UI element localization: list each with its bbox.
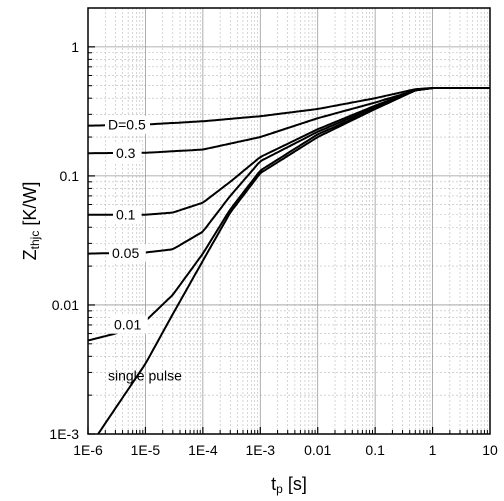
y-tick-label: 0.1 (60, 168, 80, 184)
x-tick-label: 0.1 (365, 442, 385, 458)
y-axis-title: Zthjc [K/W] (20, 182, 42, 261)
y-axis-title-main: Z (20, 249, 40, 260)
x-axis-title-sub: p (276, 482, 283, 496)
curve-label-backing (111, 315, 148, 334)
x-tick-label: 1E-5 (131, 442, 161, 458)
curve-label: single pulse (108, 368, 182, 384)
curve-label-backing (113, 205, 142, 224)
y-tick-labels: 1E-3 0.01 0.1 1 (49, 39, 79, 442)
x-tick-label: 0.01 (304, 442, 331, 458)
y-axis-title-unit: [K/W] (20, 182, 40, 231)
x-axis-title-main: t (271, 474, 276, 494)
curve-label-backing (109, 243, 146, 262)
curve-label-backing (105, 115, 150, 134)
curve-label: 0.01 (114, 317, 141, 333)
y-tick-label: 0.01 (52, 297, 79, 313)
x-axis-title: tp [s] (271, 474, 307, 496)
x-tick-labels: 1E-6 1E-5 1E-4 1E-3 0.01 0.1 1 10 (73, 442, 498, 458)
curve-label: D=0.5 (108, 117, 146, 133)
y-tick-label: 1 (71, 39, 79, 55)
x-tick-label: 1 (429, 442, 437, 458)
curve-label: 0.05 (112, 245, 139, 261)
curve-line (97, 86, 490, 435)
tick-marks (87, 7, 488, 435)
curve-label: 0.3 (116, 145, 136, 161)
x-axis-title-unit: [s] (283, 474, 307, 494)
plot-frame (87, 7, 491, 435)
x-tick-label: 1E-4 (188, 442, 218, 458)
curves (87, 86, 490, 435)
curve-labels: D=0.5 0.3 0.1 0.05 0.01 single pulse (105, 115, 182, 384)
curve-label-backing (113, 143, 142, 162)
x-tick-label: 1E-6 (73, 442, 103, 458)
minor-grid (88, 7, 490, 434)
y-axis-title-sub: thjc (28, 231, 42, 250)
y-tick-label: 1E-3 (49, 426, 79, 442)
curve-label: 0.1 (116, 207, 136, 223)
x-tick-label: 10 (482, 442, 498, 458)
x-tick-label: 1E-3 (245, 442, 275, 458)
